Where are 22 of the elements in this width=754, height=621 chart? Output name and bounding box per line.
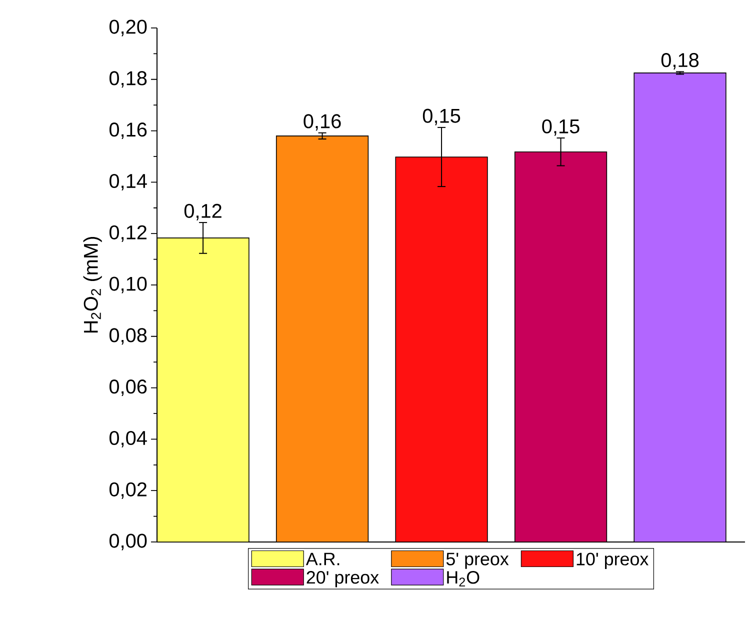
y-tick-label: 0,04 — [109, 430, 147, 448]
y-tick-label: 0,18 — [109, 71, 147, 88]
legend-label: H$_{2}$O — [447, 571, 480, 586]
data-label: 0,15 — [542, 119, 580, 136]
y-tick-label: 0,16 — [109, 122, 147, 140]
data-label: 0,12 — [184, 204, 222, 220]
y-tick-label: 0,20 — [109, 20, 147, 36]
data-label: 0,15 — [422, 108, 460, 126]
y-tick-label: 0,14 — [109, 174, 147, 190]
legend-label: 10' preox — [576, 552, 649, 569]
y-tick-label: 0,10 — [109, 276, 147, 294]
y-tick-label: 0,06 — [109, 380, 147, 396]
legend-label: 20' preox — [306, 571, 379, 588]
legend-label: A.R. — [306, 552, 340, 566]
y-tick-label: 0,00 — [109, 534, 147, 550]
legend-label: 5' preox — [446, 552, 509, 569]
data-label: 0,16 — [304, 114, 341, 131]
y-axis-title: H$_{2}$O$_{2}$ (mM) — [83, 237, 102, 333]
y-tick-label: 0,02 — [109, 482, 146, 499]
y-tick-label: 0,12 — [109, 225, 146, 242]
data-label: 0,18 — [661, 53, 699, 70]
y-tick-label: 0,08 — [109, 328, 147, 345]
